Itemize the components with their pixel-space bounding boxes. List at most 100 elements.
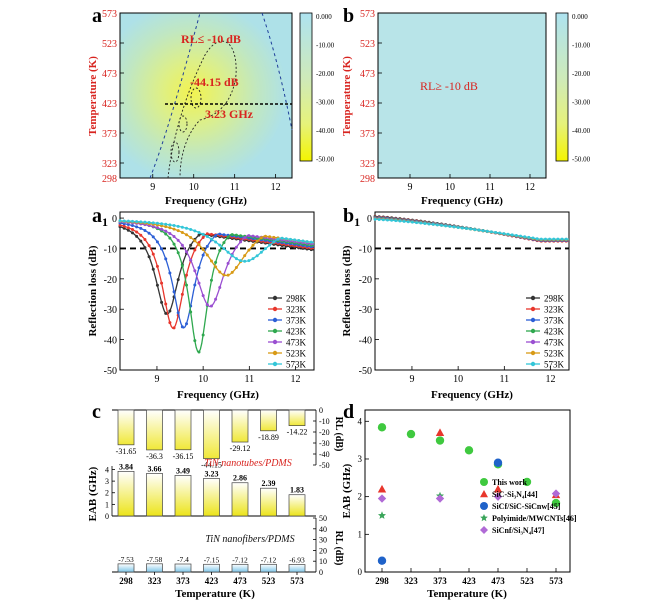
c-rl-tube-bar [174, 409, 192, 451]
rl-marker [481, 229, 485, 233]
rl-marker [272, 235, 276, 239]
panel-d-xlabel: Temperature (K) [427, 588, 507, 600]
panel-b1-rl: b1 0 -10 -20 -30 -40 -50 9 10 11 12 298K323K373K42… [341, 205, 570, 401]
rl-marker [218, 243, 222, 247]
rl-marker [172, 235, 176, 239]
panel-b-letter: b [343, 5, 354, 27]
rl-marker [222, 241, 226, 245]
d-point [551, 498, 561, 508]
c-eab-tube-label: 2.39 [262, 479, 276, 488]
d-point [551, 489, 561, 498]
rl-marker [193, 229, 197, 233]
rl-marker [139, 220, 143, 224]
c-eab-tube-label: 1.83 [290, 486, 304, 495]
rl-marker [218, 249, 222, 253]
d-ytick-label: 1 [358, 529, 363, 539]
panel-a-rl-label: RL≤ -10 dB [181, 32, 241, 46]
c-eab-tick-label: 0 [105, 512, 109, 521]
rl-ytick-label: -50 [104, 366, 117, 377]
a-map-ytick-label: 323 [102, 159, 117, 170]
a-map-ytick-label: 573 [102, 9, 117, 20]
rl-marker [189, 258, 193, 262]
rl-marker [452, 225, 456, 229]
c-rl-fiber-bar [203, 563, 220, 573]
d-xtick-label: 573 [549, 576, 563, 586]
rl-legend-label: 523K [286, 349, 307, 359]
rl-marker [255, 254, 259, 258]
a-colorbar-tick-label: -40.00 [316, 127, 335, 135]
rl-legend-marker [530, 339, 536, 345]
c-rl-fiber-bar [146, 563, 163, 573]
c-rl-tube-label: -36.15 [173, 452, 194, 461]
b-map-xtick-label: 9 [408, 182, 413, 193]
rl-legend-label: 373K [544, 316, 565, 326]
rl-marker [276, 237, 280, 241]
c-rl-fiber-label: -7.4 [177, 555, 189, 564]
a-colorbar-tick-label: -20.00 [316, 70, 335, 78]
rl-marker [160, 227, 164, 231]
rl-marker [560, 237, 564, 241]
rl-marker [135, 220, 139, 224]
rl-marker [218, 285, 222, 289]
panel-c-letter: c [92, 401, 101, 423]
panel-a1-ylabel: Reflection loss (dB) [87, 245, 99, 336]
rl-marker [197, 350, 201, 354]
panel-b-xlabel: Frequency (GHz) [421, 195, 503, 207]
rl-marker [164, 225, 168, 229]
c-rl-fiber-label: -6.93 [289, 556, 305, 565]
panel-d-letter: d [343, 401, 354, 423]
rl-marker [305, 240, 309, 244]
rl-marker [126, 219, 130, 223]
rl-marker [176, 224, 180, 228]
rl-marker [239, 240, 243, 244]
c-rl-fiber-label: -7.58 [147, 555, 163, 564]
c-rl-fiber-label: -7.15 [204, 555, 220, 564]
rl-marker [205, 244, 209, 248]
rl-marker [155, 283, 159, 287]
rl-marker [234, 233, 238, 237]
rl-marker [130, 231, 134, 235]
rl-marker [180, 292, 184, 296]
panel-a1-frame [119, 211, 315, 371]
rl-xtick-label: 9 [409, 374, 414, 385]
a-map-ytick-label: 423 [102, 99, 117, 110]
rl-marker [185, 233, 189, 237]
rl-marker [155, 226, 159, 230]
panel-d-plot: 0 1 2 3 4 298 323 373 423 473 523 573 This work SiC-S… [358, 416, 577, 586]
d-point [377, 556, 387, 565]
rl-marker [151, 221, 155, 225]
d-xtick-label: 523 [520, 576, 534, 586]
rl-marker [118, 223, 122, 227]
c-rl-tube-bar [146, 409, 163, 451]
rl-legend-marker [272, 361, 278, 367]
rl-marker [272, 240, 276, 244]
panel-b-colorbar-ticks: 0.000 -10.00 -20.00 -30.00 -40.00 -50.00 [572, 13, 591, 164]
panel-a1-letter: a1 [92, 205, 108, 229]
rl-xtick-label: 10 [198, 374, 208, 385]
rl-marker [164, 302, 168, 306]
rl-marker [180, 230, 184, 234]
rl-legend-label: 473K [286, 338, 307, 348]
rl-marker [164, 222, 168, 226]
rl-marker [377, 217, 381, 221]
panel-c-xlabel: Temperature (K) [175, 588, 255, 600]
rl-legend-label: 523K [544, 349, 565, 359]
panel-c-label-fibers: TiN nanofibers/PDMS [205, 534, 294, 545]
rl-marker [247, 234, 251, 238]
panel-c-ylabel-rl-bottom: RL (dB) [333, 531, 344, 566]
c-eab-tick-label: 4 [105, 465, 109, 474]
d-point [377, 494, 387, 503]
c-rl-fiber-bar [117, 563, 135, 573]
c-xtick-label: 373 [176, 576, 190, 586]
rl-marker [135, 234, 139, 238]
c-eab-tube-label: 3.23 [205, 469, 219, 478]
rl-marker [280, 236, 284, 240]
rl-marker [247, 248, 251, 252]
panel-a-letter: a [92, 5, 102, 27]
rl-marker [485, 229, 489, 233]
c-rl-top-tick-label: -50 [319, 461, 330, 470]
c-rl-tube-label: -36.3 [146, 452, 163, 461]
d-point [435, 494, 445, 503]
b-map-ytick-label: 423 [360, 99, 375, 110]
rl-marker [135, 225, 139, 229]
